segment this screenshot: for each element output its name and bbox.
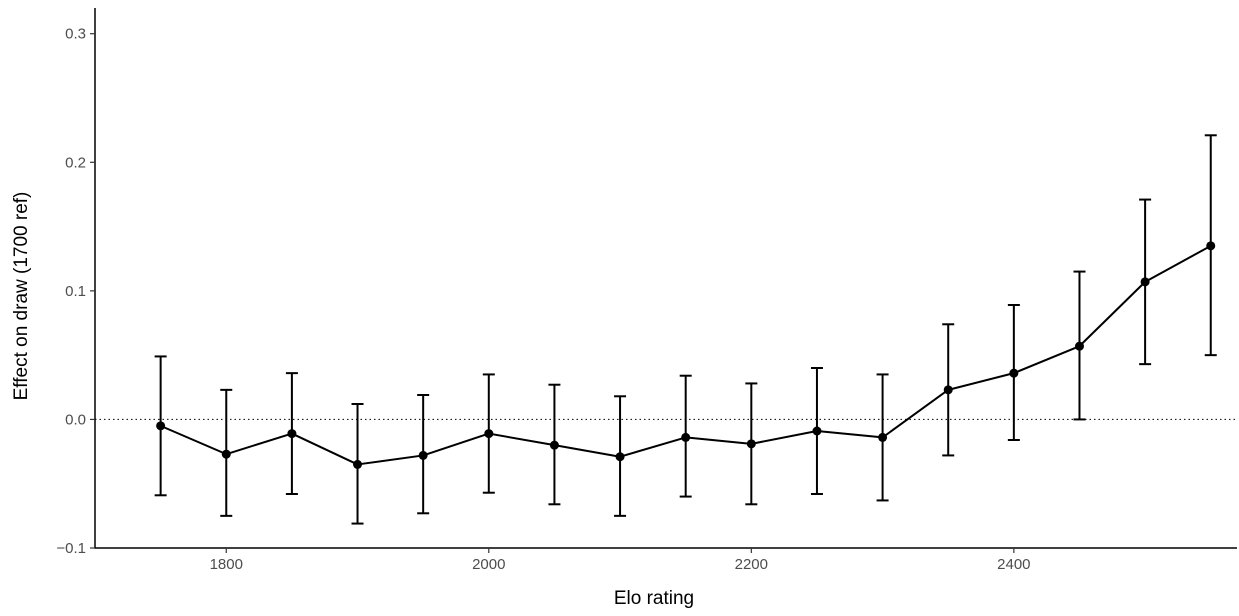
- data-point: [221, 449, 231, 459]
- axes-layer: [90, 8, 1237, 553]
- data-point: [1009, 368, 1019, 378]
- data-point: [1074, 341, 1084, 351]
- data-point-layer: [156, 241, 1216, 469]
- y-tick-label: 0.2: [65, 154, 86, 171]
- x-tick-label: 2400: [997, 556, 1030, 573]
- data-point: [1206, 241, 1216, 251]
- data-point: [681, 432, 691, 442]
- data-point: [1140, 277, 1150, 287]
- y-axis-title: Effect on draw (1700 ref): [11, 192, 32, 401]
- x-tick-label: 1800: [210, 556, 243, 573]
- y-tick-label: 0.1: [65, 283, 86, 300]
- data-point: [353, 459, 363, 469]
- data-point: [418, 450, 428, 460]
- data-point: [615, 452, 625, 462]
- y-tick-label: −0.1: [56, 540, 86, 557]
- tick-label-layer: −0.1 0.0 0.1 0.2 0.3 1800 2000 2200 2400: [56, 26, 1030, 573]
- data-point: [878, 432, 888, 442]
- data-point: [943, 385, 953, 395]
- data-point: [484, 429, 494, 439]
- data-point: [746, 439, 756, 449]
- data-point: [549, 440, 559, 450]
- y-tick-label: 0.0: [65, 411, 86, 428]
- x-axis-title: Elo rating: [614, 588, 694, 609]
- error-bar-layer: [154, 134, 1217, 525]
- data-point: [287, 429, 297, 439]
- data-point: [156, 421, 166, 431]
- y-tick-label: 0.3: [65, 26, 86, 43]
- x-tick-label: 2000: [472, 556, 505, 573]
- data-point: [812, 426, 822, 436]
- x-tick-label: 2200: [735, 556, 768, 573]
